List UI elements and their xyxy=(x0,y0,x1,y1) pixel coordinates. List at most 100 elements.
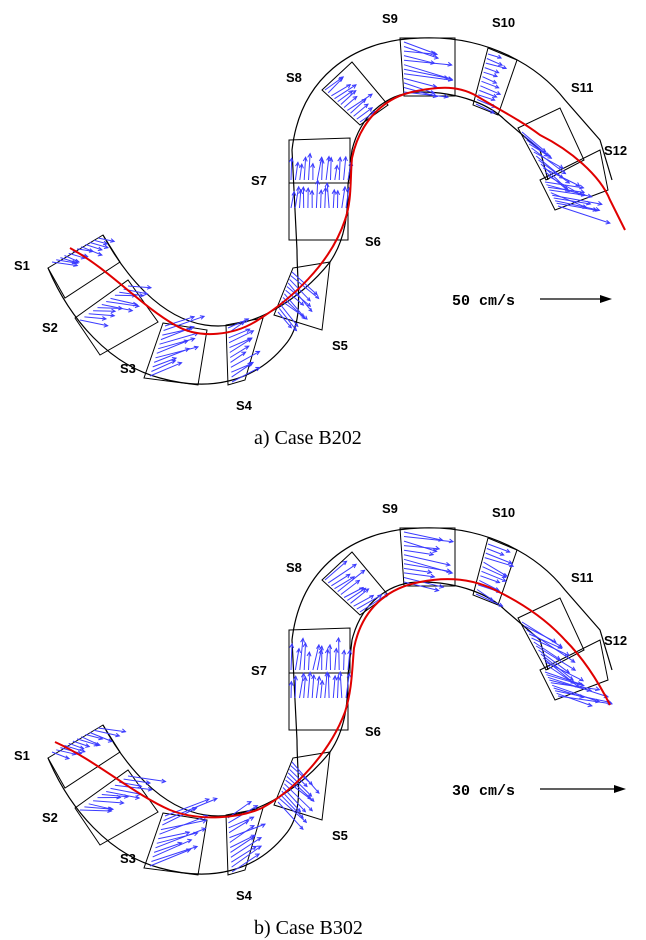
velocity-vector-head xyxy=(432,93,439,99)
velocity-vector xyxy=(93,310,116,312)
velocity-vector-head xyxy=(355,579,361,585)
velocity-vector-head xyxy=(183,339,189,344)
velocity-vector-head xyxy=(367,93,373,99)
velocity-vector xyxy=(294,676,297,699)
section-label-s2: S2 xyxy=(42,810,58,825)
velocity-vector-head xyxy=(427,569,433,575)
velocity-vector xyxy=(294,648,300,671)
scale-arrowhead xyxy=(600,295,612,303)
velocity-vector xyxy=(84,806,114,810)
velocity-vector xyxy=(347,650,351,671)
section-box-s9 xyxy=(399,37,456,97)
section-box-s11 xyxy=(517,597,585,671)
velocity-vector-head xyxy=(337,156,343,162)
velocity-vector xyxy=(277,311,292,329)
section-label-s12: S12 xyxy=(604,143,627,158)
velocity-vector xyxy=(353,103,369,117)
section-boxes xyxy=(47,527,609,876)
section-label-s5: S5 xyxy=(332,828,348,843)
velocity-vector xyxy=(229,345,250,358)
velocity-vector xyxy=(299,164,303,181)
velocity-vector-head xyxy=(318,644,324,651)
velocity-vector xyxy=(228,820,249,834)
velocity-vector-head xyxy=(135,795,141,800)
velocity-vector-head xyxy=(97,246,103,252)
channel-outline xyxy=(47,527,613,875)
velocity-vector xyxy=(533,641,561,660)
velocity-vector xyxy=(343,96,358,108)
velocity-vector xyxy=(230,351,246,363)
velocity-vector-head xyxy=(146,284,153,290)
velocity-vector-head xyxy=(302,675,308,682)
panel-caption: b) Case B302 xyxy=(254,917,363,939)
velocity-vector xyxy=(230,837,262,858)
velocity-vector-head xyxy=(363,103,369,109)
velocity-vector xyxy=(231,853,260,873)
velocity-vector-head xyxy=(498,602,504,607)
velocity-vector xyxy=(552,194,602,205)
velocity-vector-head xyxy=(579,189,586,194)
velocity-vector-head xyxy=(430,90,436,95)
section-label-s7: S7 xyxy=(251,173,267,188)
velocity-vector xyxy=(231,845,257,863)
velocity-vector-head xyxy=(295,161,300,167)
velocity-vector-head xyxy=(307,671,313,677)
velocity-vector xyxy=(89,241,109,249)
velocity-vector-head xyxy=(346,83,352,89)
velocity-vector xyxy=(160,326,194,341)
section-box-s1 xyxy=(47,234,121,299)
velocity-vector xyxy=(229,338,252,353)
velocity-vector xyxy=(123,778,151,784)
velocity-vector-head xyxy=(579,677,585,682)
velocity-vector xyxy=(68,742,84,750)
velocity-vector-head xyxy=(592,207,598,212)
velocity-vector-head xyxy=(184,347,191,352)
section-label-s6: S6 xyxy=(365,724,381,739)
velocity-vector xyxy=(334,576,355,590)
velocity-vector-head xyxy=(310,162,315,168)
velocity-vector xyxy=(231,361,254,378)
velocity-vector xyxy=(88,803,112,810)
velocity-vector-head xyxy=(193,345,200,351)
velocity-vector-head xyxy=(347,648,353,655)
velocity-vector-head xyxy=(110,308,117,314)
panel-caption: a) Case B202 xyxy=(254,427,362,449)
velocity-vector xyxy=(543,167,580,187)
velocity-vector-head xyxy=(302,818,308,824)
velocity-vector xyxy=(311,675,315,699)
velocity-vector xyxy=(480,85,501,95)
velocity-vector xyxy=(556,202,597,211)
velocity-vector-head xyxy=(306,302,312,308)
velocity-vector-head xyxy=(303,783,308,788)
velocity-vector-head xyxy=(307,795,312,801)
section-box-s1 xyxy=(47,724,121,789)
velocity-vector xyxy=(299,638,304,671)
velocity-vector xyxy=(481,80,499,89)
velocity-vector-head xyxy=(443,94,449,99)
velocity-vector xyxy=(475,103,495,114)
velocity-vector xyxy=(56,749,77,755)
velocity-vector-head xyxy=(338,77,344,83)
velocity-vector xyxy=(345,673,350,699)
section-box-s4 xyxy=(225,317,264,386)
section-label-s4: S4 xyxy=(236,888,253,903)
velocity-vector xyxy=(483,71,498,77)
scale-label: 30 cm/s xyxy=(452,783,515,800)
velocity-vector xyxy=(334,84,357,100)
velocity-vector xyxy=(347,93,373,111)
velocity-vector xyxy=(403,563,451,572)
velocity-vector xyxy=(286,776,315,802)
velocity-vector xyxy=(552,684,600,703)
velocity-vector-head xyxy=(305,186,311,193)
velocity-vector-head xyxy=(110,312,116,318)
section-label-s7: S7 xyxy=(251,663,267,678)
velocity-vector-head xyxy=(324,648,330,654)
velocity-vector-head xyxy=(293,675,298,681)
velocity-vector xyxy=(403,536,454,543)
velocity-vector xyxy=(79,809,112,812)
section-labels: S1 S2 S3 S4 S5 S6 S7 S8 S9 S10 S11 S12 xyxy=(14,501,627,903)
velocity-vector-head xyxy=(575,182,581,187)
velocity-vector-head xyxy=(361,98,367,104)
velocity-vector xyxy=(299,189,302,209)
velocity-vector xyxy=(403,540,437,552)
